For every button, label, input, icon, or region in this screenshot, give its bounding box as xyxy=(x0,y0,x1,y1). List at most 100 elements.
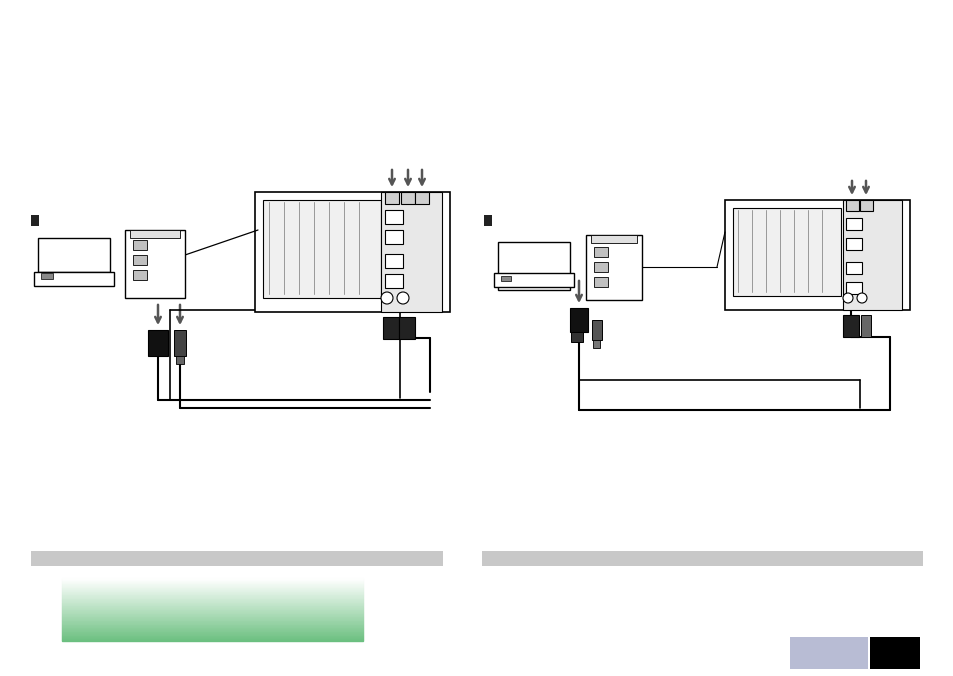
Bar xyxy=(62,588,362,589)
Bar xyxy=(594,247,607,257)
Bar xyxy=(62,612,362,613)
Circle shape xyxy=(380,292,393,304)
Bar xyxy=(130,230,180,238)
Bar xyxy=(62,602,362,603)
Bar xyxy=(173,330,186,356)
Bar xyxy=(380,192,441,312)
Bar xyxy=(500,276,511,281)
Bar xyxy=(789,637,867,669)
Bar xyxy=(400,192,415,204)
Circle shape xyxy=(396,292,409,304)
Bar xyxy=(861,315,870,337)
Bar xyxy=(483,215,492,226)
Bar xyxy=(398,317,415,339)
Bar xyxy=(62,596,362,597)
Bar xyxy=(571,332,582,342)
Bar xyxy=(132,255,147,265)
Bar xyxy=(30,215,39,226)
Bar xyxy=(62,636,362,637)
Bar xyxy=(385,274,402,288)
Bar xyxy=(62,608,362,610)
Bar xyxy=(594,277,607,287)
Bar xyxy=(62,633,362,634)
Bar xyxy=(62,599,362,600)
Bar xyxy=(62,598,362,599)
Bar xyxy=(62,601,362,602)
Bar xyxy=(593,340,599,348)
Bar xyxy=(41,273,53,279)
Bar xyxy=(62,589,362,591)
Bar xyxy=(62,592,362,593)
Bar xyxy=(62,617,362,618)
Bar xyxy=(869,637,919,669)
Bar xyxy=(132,270,147,280)
Bar xyxy=(845,262,862,274)
Bar xyxy=(382,317,398,339)
Bar xyxy=(62,579,362,580)
Bar xyxy=(62,584,362,585)
Bar xyxy=(481,551,922,566)
Bar xyxy=(845,218,862,230)
Bar xyxy=(132,240,147,250)
Bar xyxy=(62,587,362,588)
Bar xyxy=(842,200,901,310)
Bar xyxy=(62,605,362,606)
Bar xyxy=(62,635,362,636)
Bar xyxy=(62,603,362,604)
Bar xyxy=(385,210,402,224)
Bar xyxy=(62,594,362,596)
Circle shape xyxy=(856,293,866,303)
Bar xyxy=(148,330,168,356)
Bar xyxy=(62,582,362,583)
Bar xyxy=(569,308,587,332)
Bar xyxy=(385,254,402,268)
Bar xyxy=(62,578,362,579)
Bar xyxy=(62,607,362,608)
Bar xyxy=(594,262,607,272)
Bar xyxy=(415,192,429,204)
Bar xyxy=(62,620,362,621)
Bar xyxy=(845,200,858,211)
Bar xyxy=(724,200,909,310)
Bar xyxy=(62,623,362,625)
Bar xyxy=(62,585,362,586)
Bar xyxy=(62,634,362,635)
Bar xyxy=(62,629,362,630)
Bar xyxy=(62,613,362,614)
Bar xyxy=(592,320,601,340)
Bar xyxy=(62,591,362,592)
Bar xyxy=(62,611,362,612)
Bar xyxy=(62,632,362,633)
Bar xyxy=(62,606,362,607)
Bar xyxy=(30,551,442,566)
Bar xyxy=(38,238,110,272)
Bar xyxy=(62,622,362,623)
Bar xyxy=(125,230,185,298)
Bar xyxy=(175,356,184,364)
Bar xyxy=(62,618,362,619)
Bar xyxy=(845,238,862,250)
Bar xyxy=(62,597,362,598)
Bar xyxy=(494,273,574,287)
Bar xyxy=(62,626,362,627)
Bar xyxy=(590,235,637,243)
Bar xyxy=(497,242,569,290)
Bar xyxy=(62,619,362,620)
Bar xyxy=(254,192,450,312)
Bar xyxy=(62,586,362,587)
Bar xyxy=(62,581,362,582)
Bar xyxy=(62,580,362,581)
Bar xyxy=(385,192,398,204)
Circle shape xyxy=(842,293,852,303)
Bar xyxy=(62,616,362,617)
Bar xyxy=(62,604,362,605)
Bar xyxy=(62,640,362,641)
Bar xyxy=(585,235,641,300)
Bar xyxy=(859,200,872,211)
Bar xyxy=(842,315,858,337)
Bar xyxy=(62,610,362,611)
Bar xyxy=(62,639,362,640)
Bar xyxy=(62,627,362,628)
Bar xyxy=(732,208,841,296)
Bar xyxy=(845,282,862,294)
